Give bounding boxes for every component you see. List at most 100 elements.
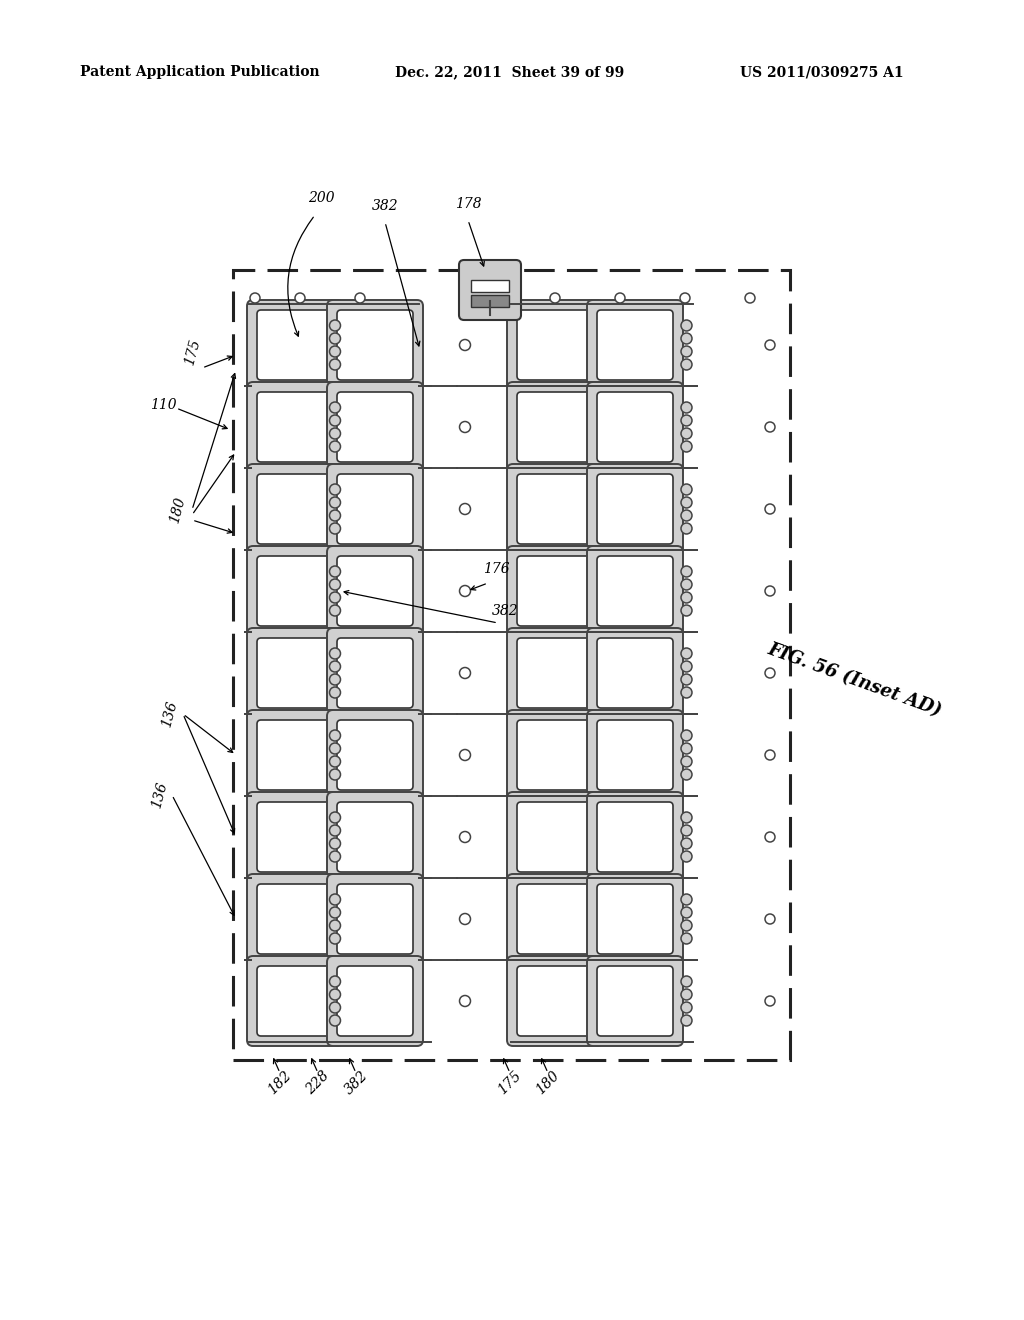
Circle shape: [681, 989, 692, 1001]
Circle shape: [765, 341, 775, 350]
FancyBboxPatch shape: [587, 956, 683, 1045]
FancyBboxPatch shape: [327, 381, 423, 473]
FancyBboxPatch shape: [517, 966, 593, 1036]
Circle shape: [681, 346, 692, 356]
Circle shape: [681, 441, 692, 451]
FancyBboxPatch shape: [327, 956, 423, 1045]
Circle shape: [681, 907, 692, 917]
Circle shape: [681, 484, 692, 495]
FancyBboxPatch shape: [597, 556, 673, 626]
FancyBboxPatch shape: [507, 300, 603, 389]
FancyBboxPatch shape: [587, 792, 683, 882]
FancyBboxPatch shape: [597, 392, 673, 462]
Bar: [233, 271, 790, 1060]
FancyBboxPatch shape: [507, 956, 603, 1045]
FancyBboxPatch shape: [257, 392, 333, 462]
Circle shape: [330, 730, 341, 741]
Circle shape: [681, 579, 692, 590]
FancyBboxPatch shape: [597, 803, 673, 873]
Circle shape: [681, 605, 692, 616]
FancyBboxPatch shape: [247, 956, 343, 1045]
FancyBboxPatch shape: [507, 465, 603, 554]
FancyBboxPatch shape: [517, 556, 593, 626]
FancyBboxPatch shape: [337, 392, 413, 462]
FancyBboxPatch shape: [337, 474, 413, 544]
FancyBboxPatch shape: [327, 465, 423, 554]
Circle shape: [765, 997, 775, 1006]
FancyBboxPatch shape: [587, 710, 683, 800]
Circle shape: [330, 894, 341, 906]
Circle shape: [330, 359, 341, 370]
FancyBboxPatch shape: [597, 884, 673, 954]
Circle shape: [681, 319, 692, 331]
Bar: [471, 280, 509, 292]
FancyBboxPatch shape: [587, 874, 683, 964]
Circle shape: [681, 510, 692, 521]
FancyBboxPatch shape: [327, 710, 423, 800]
Circle shape: [681, 894, 692, 906]
Circle shape: [355, 293, 365, 304]
Circle shape: [330, 770, 341, 780]
Text: Dec. 22, 2011  Sheet 39 of 99: Dec. 22, 2011 Sheet 39 of 99: [395, 65, 625, 79]
FancyBboxPatch shape: [337, 556, 413, 626]
Circle shape: [681, 675, 692, 685]
Circle shape: [681, 975, 692, 987]
Circle shape: [681, 403, 692, 413]
Circle shape: [330, 484, 341, 495]
Circle shape: [681, 743, 692, 754]
Circle shape: [681, 756, 692, 767]
Circle shape: [681, 838, 692, 849]
Circle shape: [460, 503, 470, 515]
Circle shape: [765, 913, 775, 924]
Circle shape: [681, 333, 692, 345]
FancyBboxPatch shape: [247, 874, 343, 964]
Circle shape: [250, 293, 260, 304]
FancyBboxPatch shape: [257, 884, 333, 954]
FancyBboxPatch shape: [597, 474, 673, 544]
FancyBboxPatch shape: [517, 474, 593, 544]
FancyBboxPatch shape: [257, 719, 333, 789]
Circle shape: [681, 730, 692, 741]
FancyBboxPatch shape: [247, 465, 343, 554]
Text: 382: 382: [492, 605, 518, 618]
Circle shape: [330, 498, 341, 508]
Circle shape: [681, 1015, 692, 1026]
FancyBboxPatch shape: [507, 628, 603, 718]
Circle shape: [330, 319, 341, 331]
FancyBboxPatch shape: [507, 546, 603, 636]
FancyBboxPatch shape: [247, 792, 343, 882]
FancyBboxPatch shape: [507, 874, 603, 964]
Circle shape: [295, 293, 305, 304]
Circle shape: [460, 421, 470, 433]
Text: 175: 175: [183, 338, 203, 367]
Circle shape: [681, 359, 692, 370]
FancyBboxPatch shape: [257, 310, 333, 380]
Circle shape: [460, 668, 470, 678]
FancyBboxPatch shape: [587, 546, 683, 636]
FancyBboxPatch shape: [257, 556, 333, 626]
Circle shape: [330, 591, 341, 603]
FancyBboxPatch shape: [507, 381, 603, 473]
FancyBboxPatch shape: [247, 628, 343, 718]
Circle shape: [330, 1015, 341, 1026]
FancyBboxPatch shape: [517, 310, 593, 380]
Text: 382: 382: [342, 1069, 371, 1097]
Circle shape: [460, 339, 470, 351]
Circle shape: [681, 812, 692, 822]
Circle shape: [550, 293, 560, 304]
FancyBboxPatch shape: [517, 803, 593, 873]
Circle shape: [330, 661, 341, 672]
FancyBboxPatch shape: [337, 966, 413, 1036]
Circle shape: [460, 913, 470, 924]
Circle shape: [330, 920, 341, 931]
FancyBboxPatch shape: [517, 884, 593, 954]
Circle shape: [681, 591, 692, 603]
Text: 182: 182: [265, 1069, 294, 1097]
Circle shape: [330, 579, 341, 590]
FancyBboxPatch shape: [247, 300, 343, 389]
Circle shape: [680, 293, 690, 304]
FancyBboxPatch shape: [597, 719, 673, 789]
FancyBboxPatch shape: [517, 392, 593, 462]
Text: 176: 176: [483, 562, 510, 576]
Circle shape: [330, 605, 341, 616]
